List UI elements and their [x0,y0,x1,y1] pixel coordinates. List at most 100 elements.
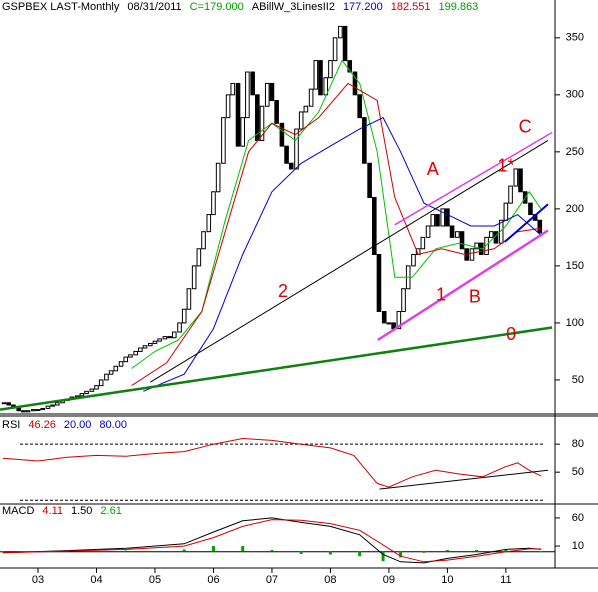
candle [303,105,309,113]
candle [35,409,41,412]
candle [84,390,89,395]
x-tick-label: 06 [207,574,219,586]
candle [133,350,138,356]
y-tick-label: 200 [566,203,584,215]
header-text: 182.551 [391,1,431,13]
candle [138,347,143,352]
y-tick-label: 10 [572,540,584,552]
candle [294,128,299,170]
candle [40,407,45,411]
candle [513,168,519,187]
candle [411,253,416,267]
candle [79,393,85,397]
annotation: A [427,159,439,179]
header-text: RSI [2,419,20,431]
candle [440,208,446,227]
candle [455,231,460,238]
candle [298,111,304,130]
candle [196,248,202,267]
x-tick-label: 08 [324,574,336,586]
candle [50,404,55,407]
candle [425,225,431,238]
annotation: 2 [278,281,288,301]
y-tick-label: 60 [572,512,584,524]
candle [250,71,255,96]
candle [357,94,362,119]
annotation: 1* [497,155,514,175]
header-text: 20.00 [64,419,92,431]
header-text: 4.11 [42,505,63,517]
candle [152,340,158,344]
candle [181,308,187,324]
header-text: GSPBEX LAST-Monthly [2,1,120,13]
histogram-bar [381,551,385,562]
histogram-bar [328,551,332,555]
candle [430,214,436,227]
candle [167,336,172,339]
candle [89,388,95,392]
y-tick-label: 350 [566,32,584,44]
trendline [379,469,549,490]
candle [381,311,387,324]
header-text: 08/31/2011 [127,1,181,13]
x-tick-label: 04 [90,574,102,586]
candle [318,60,323,96]
candle [338,25,343,39]
candle [518,168,523,193]
candle [376,253,382,313]
histogram-bar [358,551,362,557]
candle [235,82,241,147]
header-text: 80.00 [99,419,127,431]
candle [45,405,51,409]
y-tick-label: 250 [566,146,584,158]
y-tick-label: 80 [572,438,584,450]
candle [98,379,104,387]
candle [279,122,285,147]
histogram-bar [539,551,543,553]
macd-line [2,519,541,563]
candle [31,409,36,412]
trendline [150,139,549,383]
candle [537,219,543,234]
candle [157,338,162,342]
header-text: C=179.000 [190,1,244,13]
candle [362,117,367,164]
candle [284,145,289,164]
candle [215,162,221,193]
candle [94,385,99,390]
candle [245,71,250,119]
trendline [0,326,553,411]
trendline [377,229,549,342]
histogram-bar [270,550,274,552]
candle [162,336,168,340]
header-text: 1.50 [71,505,92,517]
candle [328,60,333,79]
candle [313,60,319,90]
histogram-bar [1,551,5,553]
moving-average-line [131,82,542,387]
candle [435,214,440,227]
histogram-bar [211,546,215,552]
moving-average-line [143,116,542,392]
annotation: B [469,287,481,307]
candle [332,37,338,62]
candle [269,82,275,102]
trendline [394,131,553,226]
moving-average-line [131,59,542,369]
candle [177,322,182,333]
candle [508,185,513,204]
histogram-bar [445,550,449,552]
candle [191,265,197,290]
candle [445,208,450,227]
candle [503,202,509,221]
histogram-bar [527,551,531,552]
candle [1,402,7,405]
histogram-bar [504,549,508,552]
header-text: 2.61 [100,505,121,517]
candle [474,242,479,250]
candle [264,82,270,107]
candle [25,410,31,413]
x-tick-label: 11 [500,574,511,586]
candle [396,311,402,330]
y-tick-label: 300 [566,89,584,101]
